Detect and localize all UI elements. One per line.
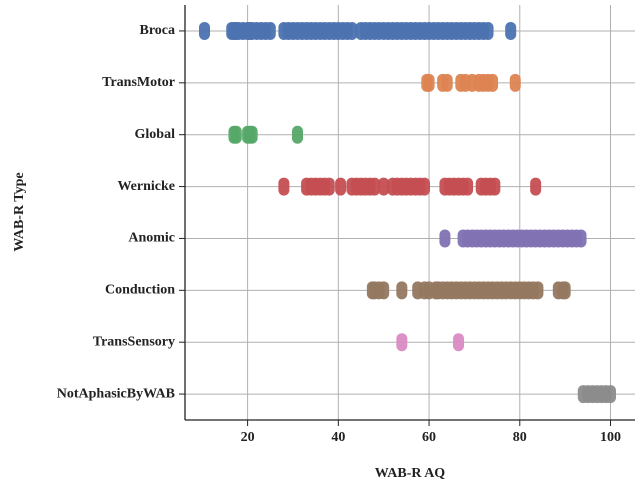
- strip-point: [278, 177, 290, 196]
- strip-point: [346, 21, 358, 40]
- strip-point: [532, 281, 544, 300]
- strip-point: [396, 281, 408, 300]
- strip-point: [462, 177, 474, 196]
- x-tick-label: 80: [513, 430, 527, 445]
- y-tick-label: TransMotor: [102, 75, 175, 90]
- strip-point: [439, 229, 451, 248]
- y-tick-label: Broca: [139, 23, 175, 38]
- strip-point: [489, 177, 501, 196]
- strip-point: [323, 177, 335, 196]
- strip-point: [605, 385, 617, 404]
- strip-point: [419, 177, 431, 196]
- y-tick-label: Anomic: [128, 231, 175, 246]
- strip-point: [530, 177, 542, 196]
- strip-point: [575, 229, 587, 248]
- strip-point: [264, 21, 276, 40]
- strip-point: [292, 125, 303, 144]
- y-tick-label: Conduction: [105, 283, 175, 298]
- strip-point: [378, 281, 390, 300]
- y-tick-label: TransSensory: [93, 334, 175, 349]
- strip-point: [559, 281, 571, 300]
- strip-point: [246, 125, 258, 144]
- strip-point: [230, 125, 242, 144]
- x-tick-label: 100: [600, 430, 621, 445]
- strip-point: [423, 73, 435, 92]
- x-tick-label: 60: [422, 430, 436, 445]
- strip-point: [199, 21, 211, 40]
- strip-point: [369, 177, 381, 196]
- strip-point: [335, 177, 347, 196]
- y-tick-label: NotAphasicByWAB: [57, 386, 175, 401]
- strip-point: [396, 333, 408, 352]
- y-tick-label: Global: [135, 127, 176, 142]
- y-tick-label: Wernicke: [117, 179, 175, 194]
- strip-point: [453, 333, 465, 352]
- strip-point: [505, 21, 517, 40]
- y-axis-label: WAB-R Type: [12, 172, 27, 251]
- strip-point: [482, 21, 494, 40]
- strip-point: [441, 73, 453, 92]
- strip-point: [378, 177, 390, 196]
- x-tick-label: 20: [241, 430, 255, 445]
- x-tick-label: 40: [331, 430, 345, 445]
- x-axis-label: WAB-R AQ: [375, 466, 446, 481]
- strip-point: [509, 73, 521, 92]
- strip-point: [487, 73, 499, 92]
